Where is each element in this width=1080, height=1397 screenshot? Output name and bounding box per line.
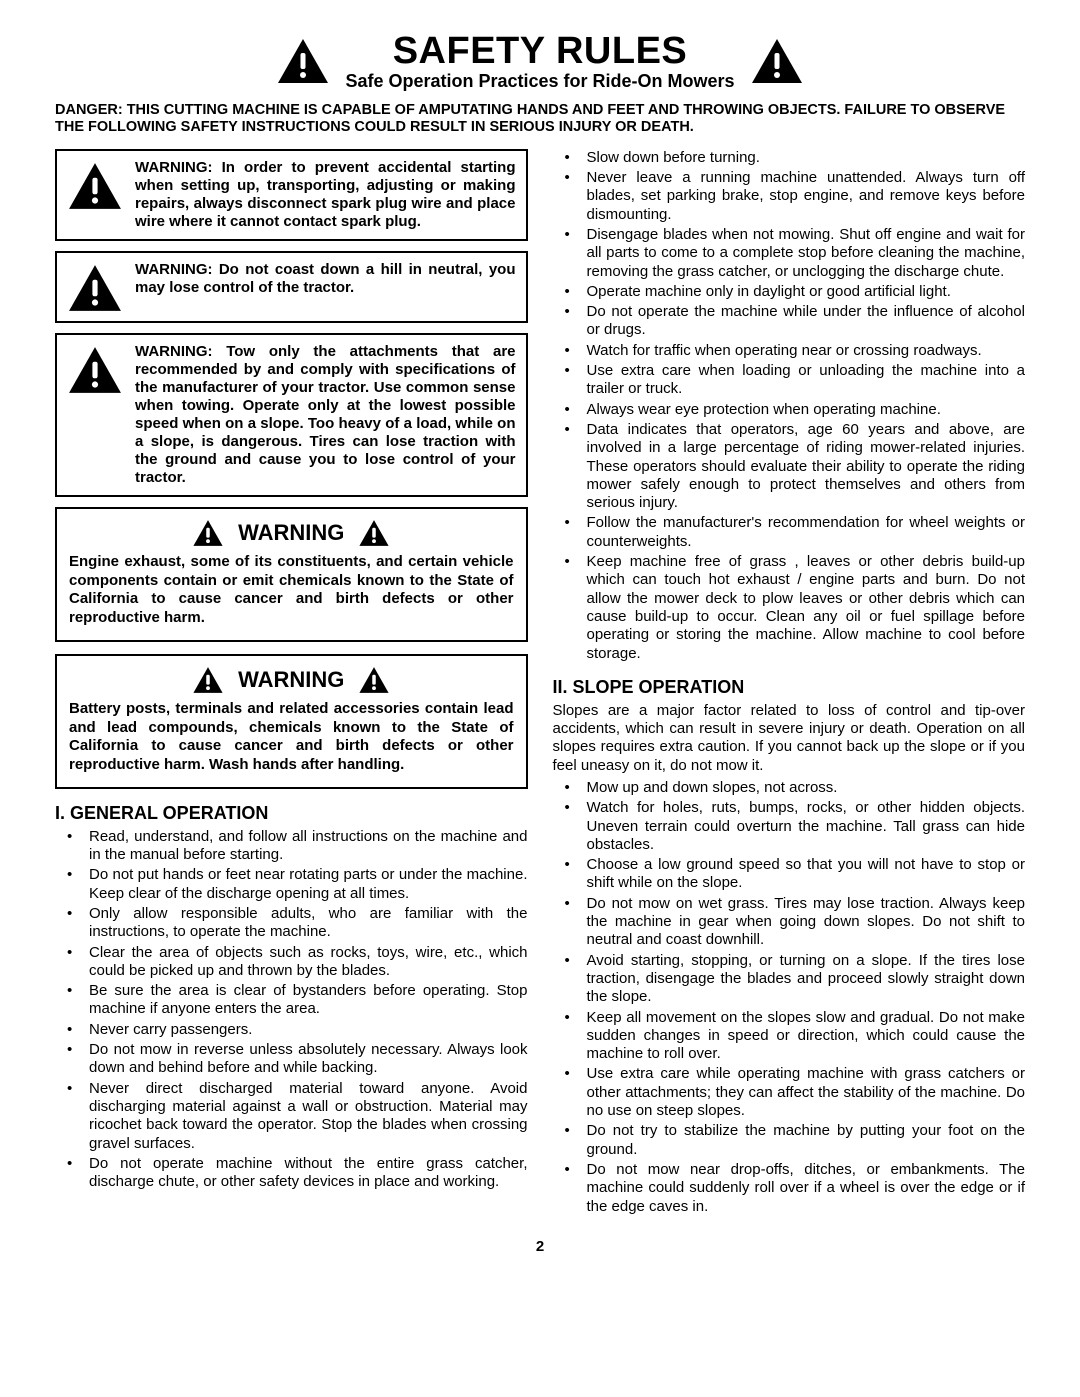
warning-triangle-icon [67, 161, 123, 211]
warning-heading: WARNING [69, 666, 514, 694]
list-item: Do not operate the machine while under t… [553, 303, 1026, 340]
title-block: SAFETY RULES Safe Operation Practices fo… [345, 30, 734, 92]
list-item: Read, understand, and follow all instruc… [55, 828, 528, 865]
list-item: Only allow responsible adults, who are f… [55, 905, 528, 942]
california-warning-box: WARNING Battery posts, terminals and rel… [55, 654, 528, 789]
slope-operation-list: Mow up and down slopes, not across. Watc… [553, 779, 1026, 1216]
section-heading-slope: II. SLOPE OPERATION [553, 677, 1026, 698]
list-item: Never leave a running machine unattended… [553, 169, 1026, 224]
list-item: Disengage blades when not mowing. Shut o… [553, 226, 1026, 281]
list-item: Do not operate machine without the entir… [55, 1155, 528, 1192]
list-item: Watch for traffic when operating near or… [553, 342, 1026, 360]
section-heading-general: I. GENERAL OPERATION [55, 803, 528, 824]
page-header: SAFETY RULES Safe Operation Practices fo… [55, 30, 1025, 92]
warning-body: Battery posts, terminals and related acc… [69, 700, 514, 775]
list-item: Operate machine only in daylight or good… [553, 283, 1026, 301]
list-item: Clear the area of objects such as rocks,… [55, 944, 528, 981]
california-warning-box: WARNING Engine exhaust, some of its cons… [55, 507, 528, 642]
warning-triangle-icon [192, 519, 224, 547]
title-row: SAFETY RULES Safe Operation Practices fo… [55, 30, 1025, 92]
list-item: Keep all movement on the slopes slow and… [553, 1009, 1026, 1064]
list-item: Choose a low ground speed so that you wi… [553, 856, 1026, 893]
page-title: SAFETY RULES [345, 30, 734, 73]
warning-triangle-icon [67, 345, 123, 395]
warning-triangle-icon [67, 263, 123, 313]
warning-triangle-icon [192, 666, 224, 694]
list-item: Use extra care while operating machine w… [553, 1065, 1026, 1120]
list-item: Use extra care when loading or unloading… [553, 362, 1026, 399]
danger-statement: DANGER: THIS CUTTING MACHINE IS CAPABLE … [55, 102, 1025, 137]
list-item: Do not mow near drop-offs, ditches, or e… [553, 1161, 1026, 1216]
general-operation-list: Read, understand, and follow all instruc… [55, 828, 528, 1192]
page-number: 2 [55, 1238, 1025, 1255]
list-item: Watch for holes, ruts, bumps, rocks, or … [553, 799, 1026, 854]
list-item: Slow down before turning. [553, 149, 1026, 167]
warning-box: WARNING: Do not coast down a hill in neu… [55, 251, 528, 323]
left-column: WARNING: In order to prevent accidental … [55, 149, 528, 1218]
list-item: Do not mow in reverse unless absolutely … [55, 1041, 528, 1078]
warning-triangle-icon [358, 519, 390, 547]
slope-intro: Slopes are a major factor related to los… [553, 702, 1026, 775]
content-columns: WARNING: In order to prevent accidental … [55, 149, 1025, 1218]
warning-box: WARNING: In order to prevent accidental … [55, 149, 528, 241]
list-item: Do not try to stabilize the machine by p… [553, 1122, 1026, 1159]
list-item: Mow up and down slopes, not across. [553, 779, 1026, 797]
warning-box-text: WARNING: Do not coast down a hill in neu… [135, 261, 516, 297]
list-item: Be sure the area is clear of bystanders … [55, 982, 528, 1019]
warning-box-text: WARNING: Tow only the attachments that a… [135, 343, 516, 487]
warning-triangle-icon [358, 666, 390, 694]
right-column: Slow down before turning. Never leave a … [553, 149, 1026, 1218]
list-item: Never carry passengers. [55, 1021, 528, 1039]
page-subtitle: Safe Operation Practices for Ride-On Mow… [345, 71, 734, 92]
warning-box: WARNING: Tow only the attachments that a… [55, 333, 528, 497]
general-operation-list-cont: Slow down before turning. Never leave a … [553, 149, 1026, 663]
list-item: Avoid starting, stopping, or turning on … [553, 952, 1026, 1007]
warning-heading: WARNING [69, 519, 514, 547]
list-item: Follow the manufacturer's recommendation… [553, 514, 1026, 551]
warning-triangle-icon [750, 37, 804, 85]
warning-label: WARNING [238, 667, 344, 693]
list-item: Do not put hands or feet near rotating p… [55, 866, 528, 903]
warning-box-text: WARNING: In order to prevent accidental … [135, 159, 516, 231]
warning-triangle-icon [276, 37, 330, 85]
list-item: Always wear eye protection when operatin… [553, 401, 1026, 419]
warning-label: WARNING [238, 520, 344, 546]
list-item: Keep machine free of grass , leaves or o… [553, 553, 1026, 663]
list-item: Never direct discharged material toward … [55, 1080, 528, 1153]
list-item: Do not mow on wet grass. Tires may lose … [553, 895, 1026, 950]
list-item: Data indicates that operators, age 60 ye… [553, 421, 1026, 512]
warning-body: Engine exhaust, some of its constituents… [69, 553, 514, 628]
